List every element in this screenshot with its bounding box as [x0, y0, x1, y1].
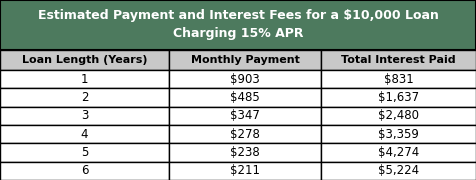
Bar	[0, 70, 169, 88]
Text: 3: 3	[81, 109, 88, 122]
Bar	[0, 50, 169, 70]
Bar	[0, 107, 169, 125]
Text: 6: 6	[81, 164, 88, 177]
Bar	[169, 70, 321, 88]
Bar	[169, 162, 321, 180]
Bar	[169, 125, 321, 143]
Text: 5: 5	[81, 146, 88, 159]
Bar	[169, 88, 321, 107]
Bar	[321, 70, 476, 88]
Bar	[321, 88, 476, 107]
Bar	[0, 125, 169, 143]
Text: 1: 1	[81, 73, 88, 86]
Bar	[0, 0, 476, 50]
Bar	[321, 50, 476, 70]
Bar	[321, 107, 476, 125]
Text: Total Interest Paid: Total Interest Paid	[341, 55, 456, 65]
Text: $5,224: $5,224	[378, 164, 419, 177]
Text: $211: $211	[230, 164, 260, 177]
Text: $3,359: $3,359	[378, 128, 419, 141]
Bar	[321, 162, 476, 180]
Text: 4: 4	[81, 128, 88, 141]
Bar	[169, 50, 321, 70]
Text: $903: $903	[230, 73, 260, 86]
Text: $238: $238	[230, 146, 260, 159]
Text: $278: $278	[230, 128, 260, 141]
Bar	[0, 162, 169, 180]
Text: Estimated Payment and Interest Fees for a $10,000 Loan
Charging 15% APR: Estimated Payment and Interest Fees for …	[38, 9, 438, 40]
Text: Loan Length (Years): Loan Length (Years)	[22, 55, 147, 65]
Text: $831: $831	[384, 73, 414, 86]
Text: $485: $485	[230, 91, 260, 104]
Text: $2,480: $2,480	[378, 109, 419, 122]
Bar	[0, 88, 169, 107]
Bar	[0, 143, 169, 162]
Text: Monthly Payment: Monthly Payment	[191, 55, 299, 65]
Text: 2: 2	[81, 91, 88, 104]
Bar	[169, 107, 321, 125]
Bar	[321, 125, 476, 143]
Text: $347: $347	[230, 109, 260, 122]
Bar	[169, 143, 321, 162]
Text: $4,274: $4,274	[378, 146, 419, 159]
Text: $1,637: $1,637	[378, 91, 419, 104]
Bar	[321, 143, 476, 162]
